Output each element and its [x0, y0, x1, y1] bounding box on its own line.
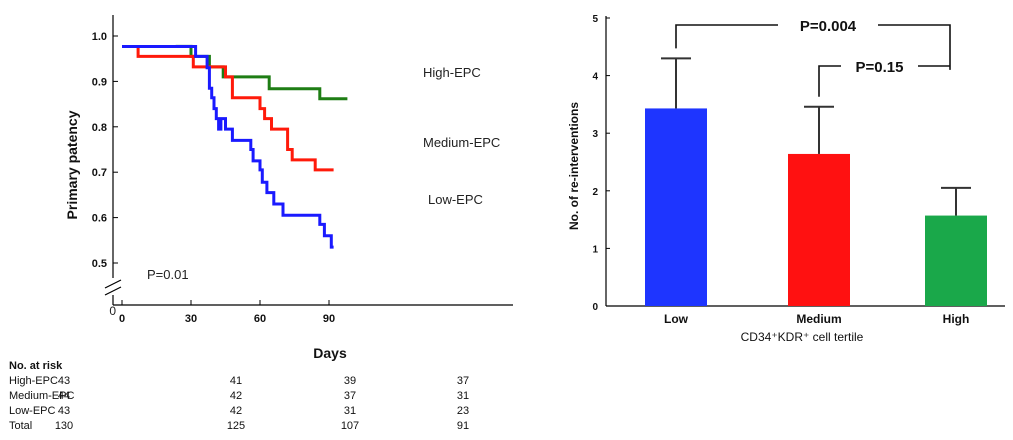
- bar-y-axis-label: No. of re-interventions: [567, 102, 581, 230]
- bar-category-label: High: [943, 312, 970, 326]
- risk-cell: 42: [230, 390, 242, 402]
- bar-high: [925, 215, 987, 306]
- bar-category-label: Low: [664, 312, 689, 326]
- km-annotation: P=0.01: [147, 267, 189, 282]
- km-axes: 1.0 0.9 0.8 0.7 0.6 0.5 0 30 60 90: [92, 15, 513, 325]
- bar-chart: No. of re-interventions CD34⁺KDR⁺ cell t…: [567, 14, 1005, 344]
- risk-cell: 43: [58, 375, 70, 387]
- km-y-tick-label: 0.7: [92, 167, 107, 179]
- bracket-line: [818, 65, 841, 97]
- bracket-line: [878, 24, 951, 70]
- bracket-label: P=0.15: [856, 59, 904, 76]
- bar-y-tick-label: 5: [592, 14, 598, 25]
- km-curves: [122, 44, 348, 249]
- bracket-line: [675, 24, 778, 49]
- km-series-label: Medium-EPC: [423, 135, 500, 150]
- km-x-tick-label: 60: [254, 313, 266, 325]
- bar-marks: Low Medium High: [645, 57, 987, 326]
- risk-cell: 125: [227, 420, 245, 432]
- km-chart: Primary patency Days P=0.01 0 1.0 0.9 0.8 0…: [64, 15, 513, 361]
- bar-y-tick-label: 4: [592, 72, 598, 83]
- axis-break-mark: [104, 279, 122, 289]
- risk-cell: 107: [341, 420, 359, 432]
- km-series-label: High-EPC: [423, 65, 481, 80]
- km-y-axis-label: Primary patency: [64, 110, 80, 219]
- bar-low: [645, 108, 707, 306]
- bar-medium: [788, 153, 850, 306]
- significance-brackets: P=0.004 P=0.15: [675, 18, 951, 97]
- risk-cell: 31: [344, 405, 356, 417]
- km-y-tick-label: 1.0: [92, 31, 107, 43]
- km-origin-label: 0: [109, 304, 116, 318]
- km-y-tick-label: 0.5: [92, 258, 107, 270]
- risk-cell: 43: [58, 405, 70, 417]
- risk-cell: 31: [457, 390, 469, 402]
- bar-x-axis-label: CD34⁺KDR⁺ cell tertile: [741, 330, 864, 344]
- bar-category-label: Medium: [796, 312, 841, 326]
- km-curve-low-epc: [122, 44, 334, 249]
- km-series-label: Low-EPC: [428, 192, 483, 207]
- risk-row-label: Total: [9, 420, 32, 432]
- km-curve-medium-epc: [122, 44, 334, 172]
- risk-cell: 37: [344, 390, 356, 402]
- km-curve-high-epc: [122, 44, 348, 101]
- risk-cell: 130: [55, 420, 73, 432]
- bracket-label: P=0.004: [800, 18, 857, 35]
- km-series-labels: High-EPC Medium-EPC Low-EPC: [423, 65, 500, 207]
- risk-row-label: High-EPC: [9, 375, 58, 387]
- bar-y-tick-label: 2: [592, 187, 598, 198]
- risk-cell: 39: [344, 375, 356, 387]
- km-x-tick-label: 0: [119, 313, 125, 325]
- km-x-tick-label: 90: [323, 313, 335, 325]
- risk-cell: 42: [230, 405, 242, 417]
- bar-y-tick-label: 0: [592, 302, 598, 313]
- risk-cell: 37: [457, 375, 469, 387]
- km-x-tick-label: 30: [185, 313, 197, 325]
- risk-cell: 41: [230, 375, 242, 387]
- bar-y-tick-label: 1: [592, 244, 598, 255]
- risk-row-label: Low-EPC: [9, 405, 56, 417]
- km-y-tick-label: 0.9: [92, 76, 107, 88]
- risk-cell: 91: [457, 420, 469, 432]
- risk-cell: 23: [457, 405, 469, 417]
- km-y-tick-label: 0.6: [92, 213, 107, 225]
- risk-row-label: Medium-EPC: [9, 390, 74, 402]
- risk-table: No. at risk High-EPC 43 41 39 37Medium-EPC44…: [9, 360, 469, 432]
- bar-y-tick-label: 3: [592, 129, 598, 140]
- axis-break-mark: [104, 286, 122, 296]
- risk-cell: 44: [58, 390, 70, 402]
- km-y-tick-label: 0.8: [92, 122, 107, 134]
- risk-table-title: No. at risk: [9, 360, 63, 372]
- km-x-axis-label: Days: [313, 345, 347, 361]
